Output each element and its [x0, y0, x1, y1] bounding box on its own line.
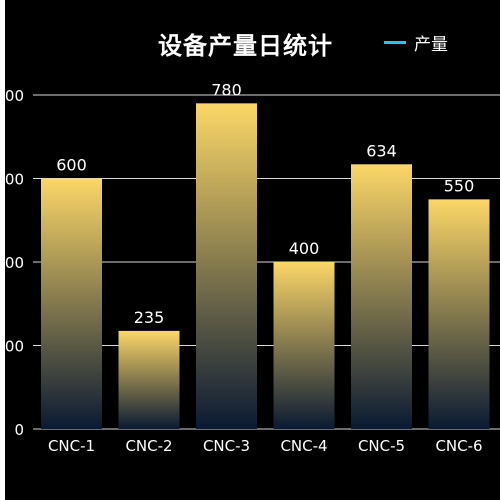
y-tick-label: 0 [14, 421, 24, 439]
x-tick-label: CNC-1 [48, 437, 95, 455]
y-tick-label: 00 [5, 338, 24, 356]
y-tick-label: 00 [5, 254, 24, 272]
data-label: 550 [444, 176, 475, 195]
data-label: 634 [366, 141, 397, 160]
data-label: 780 [211, 80, 242, 99]
legend-swatch-output [384, 40, 406, 44]
data-labels: 600 235 780 400 634 550 [56, 80, 474, 327]
legend-label-output: 产量 [414, 34, 448, 55]
grid-lines [33, 94, 500, 430]
bar-cnc-1[interactable] [41, 178, 102, 430]
bar-cnc-4[interactable] [273, 262, 335, 429]
x-tick-label: CNC-2 [125, 437, 172, 455]
bar-cnc-6[interactable] [428, 199, 490, 429]
y-tick-label: 00 [5, 87, 24, 105]
bar-cnc-5[interactable] [351, 164, 412, 429]
x-tick-label: CNC-4 [280, 437, 327, 455]
x-axis-ticks: CNC-1 CNC-2 CNC-3 CNC-4 CNC-5 CNC-6 [48, 437, 483, 455]
legend[interactable]: 产量 [384, 31, 448, 55]
y-tick-label: 00 [5, 171, 24, 189]
data-label: 600 [56, 156, 87, 175]
bars [41, 103, 490, 429]
data-label: 400 [289, 239, 320, 258]
bar-cnc-2[interactable] [118, 330, 180, 429]
x-tick-label: CNC-3 [203, 437, 250, 455]
x-tick-label: CNC-6 [435, 437, 482, 455]
x-tick-label: CNC-5 [358, 437, 405, 455]
chart-title: 设备产量日统计 [158, 32, 333, 60]
bar-cnc-3[interactable] [196, 103, 257, 429]
left-edge-bar [0, 0, 5, 500]
data-label: 235 [134, 308, 165, 327]
